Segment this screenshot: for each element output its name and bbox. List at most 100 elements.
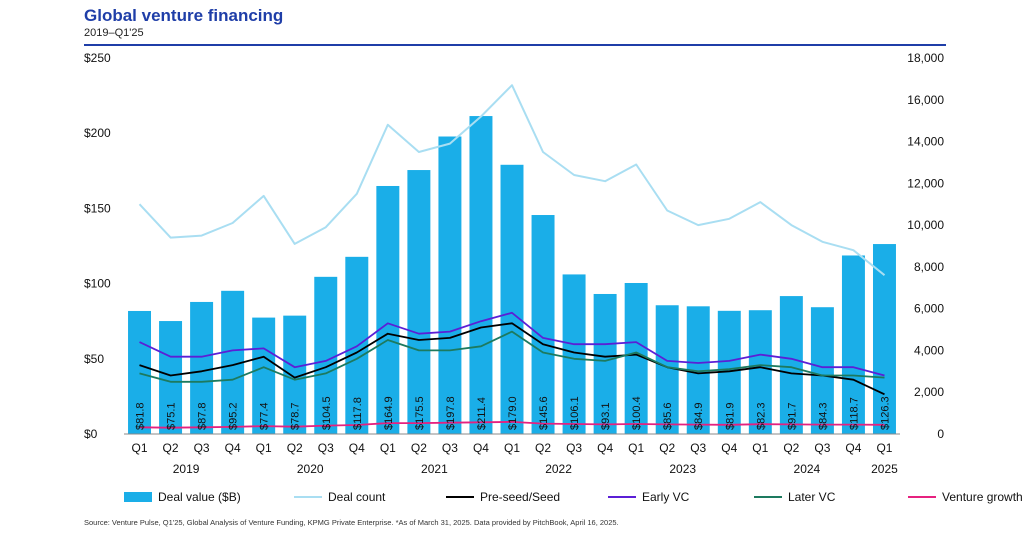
deal-value-bar xyxy=(159,321,183,434)
legend-label: Venture growth xyxy=(942,490,1023,504)
x-year-label: 2020 xyxy=(297,462,324,476)
x-tick-label: Q2 xyxy=(163,441,179,455)
venture-growth-line xyxy=(139,420,885,429)
bar-value-labels: $81.8 $75.1 $87.8 $95.2 $77.4 $78.7 $104.5 $117… xyxy=(135,396,892,430)
deal-value-bar xyxy=(841,255,865,434)
right-tick-label: 12,000 xyxy=(907,176,944,190)
bar-value-label: $81.8 xyxy=(135,402,147,430)
legend-label: Deal count xyxy=(328,490,386,504)
legend-label: Pre-seed/Seed xyxy=(480,490,561,504)
deal-value-bar xyxy=(469,116,493,435)
legend-item-pre-seed: Pre-seed/Seed xyxy=(446,490,560,504)
right-tick-label: 16,000 xyxy=(907,93,944,107)
deal-value-bar xyxy=(283,315,307,434)
deal-value-bar xyxy=(314,276,338,434)
x-tick-label: Q2 xyxy=(535,441,551,455)
deal-value-bar xyxy=(593,293,617,434)
bar-value-label: $93.1 xyxy=(600,402,612,430)
x-tick-label: Q1 xyxy=(628,441,644,455)
bar-value-label: $85.6 xyxy=(662,402,674,430)
legend-swatch xyxy=(446,496,474,498)
x-tick-label: Q4 xyxy=(721,441,737,455)
bar-value-label: $164.9 xyxy=(383,396,395,430)
bar-value-label: $84.9 xyxy=(693,402,705,430)
bar-value-label: $117.8 xyxy=(352,397,364,430)
x-year-label: 2023 xyxy=(669,462,696,476)
x-tick-label: Q3 xyxy=(690,441,706,455)
x-year-label: 2021 xyxy=(421,462,448,476)
right-axis: 0 2,000 4,000 6,000 8,000 10,000 12,000 14,000 1… xyxy=(907,51,944,441)
chart-title: Global venture financing xyxy=(84,6,284,25)
legend-item-deal-value: Deal value ($B) xyxy=(124,490,241,504)
left-axis: $0 $50 $100 $150 $200 $250 xyxy=(84,51,111,441)
deal-value-bar xyxy=(562,274,586,434)
left-tick-label: $0 xyxy=(84,427,98,441)
left-tick-label: $250 xyxy=(84,51,111,65)
x-tick-label: Q4 xyxy=(845,441,861,455)
x-tick-label: Q3 xyxy=(814,441,830,455)
bar-value-label: $87.8 xyxy=(197,402,209,430)
x-tick-label: Q3 xyxy=(318,441,334,455)
bar-value-label: $118.7 xyxy=(848,397,860,430)
x-tick-label: Q2 xyxy=(411,441,427,455)
x-tick-label: Q1 xyxy=(876,441,892,455)
deal-value-bar xyxy=(190,301,214,434)
legend-swatch xyxy=(754,496,782,498)
left-tick-label: $100 xyxy=(84,277,111,291)
deal-value-bar xyxy=(779,296,803,434)
deal-value-bar xyxy=(128,310,152,434)
legend-item-venture-growth: Venture growth xyxy=(908,490,1023,504)
right-tick-label: 2,000 xyxy=(914,385,944,399)
legend-label: Deal value ($B) xyxy=(158,490,241,504)
bar-value-label: $106.1 xyxy=(569,396,581,430)
x-tick-label: Q3 xyxy=(442,441,458,455)
chart-subtitle: 2019–Q1'25 xyxy=(84,27,144,39)
x-year-label: 2019 xyxy=(173,462,200,476)
chart-legend: Deal value ($B) Deal count Pre-seed/Seed Ea… xyxy=(124,490,1023,506)
pre-seed-line xyxy=(139,322,885,396)
bar-value-label: $75.1 xyxy=(166,402,178,430)
bar-value-label: $179.0 xyxy=(507,396,519,430)
deal-value-bar xyxy=(500,164,524,434)
x-tick-label: Q4 xyxy=(473,441,489,455)
x-tick-label: Q2 xyxy=(783,441,799,455)
bar-value-label: $95.2 xyxy=(228,402,240,430)
left-tick-label: $200 xyxy=(84,126,111,140)
deal-value-bar xyxy=(252,317,276,434)
bar-value-label: $145.6 xyxy=(538,396,550,430)
x-tick-label: Q4 xyxy=(597,441,613,455)
right-tick-label: 10,000 xyxy=(907,218,944,232)
bar-value-label: $78.7 xyxy=(290,402,302,430)
x-year-label: 2025 xyxy=(871,462,898,476)
x-tick-label: Q4 xyxy=(349,441,365,455)
x-tick-label: Q1 xyxy=(752,441,768,455)
legend-label: Early VC xyxy=(642,490,690,504)
right-tick-label: 18,000 xyxy=(907,51,944,65)
deal-value-bars xyxy=(128,116,896,435)
source-footnote: Source: Venture Pulse, Q1'25, Global Ana… xyxy=(84,518,619,527)
deal-value-bar xyxy=(624,282,648,434)
legend-item-early-vc: Early VC xyxy=(608,490,689,504)
deal-value-bar xyxy=(686,306,710,434)
deal-value-bar xyxy=(748,310,772,434)
right-tick-label: 8,000 xyxy=(914,260,944,274)
bar-value-label: $211.4 xyxy=(476,397,488,430)
x-tick-label: Q2 xyxy=(287,441,303,455)
x-axis: Q1 Q2 Q3 Q4 Q1 Q2 Q3 Q4 Q1 Q2 Q3 Q4 Q1 Q2 Q3 Q4 Q1 Q2 Q3 Q4… xyxy=(124,433,900,476)
early-vc-line xyxy=(139,311,885,377)
x-tick-label: Q2 xyxy=(659,441,675,455)
series-lines xyxy=(138,84,886,429)
x-tick-label: Q1 xyxy=(504,441,520,455)
title-rule xyxy=(84,44,946,46)
x-tick-label: Q1 xyxy=(380,441,396,455)
bar-value-label: $100.4 xyxy=(631,396,643,430)
bar-value-label: $91.7 xyxy=(786,402,798,430)
deal-value-bar xyxy=(872,244,896,434)
bar-value-label: $104.5 xyxy=(321,396,333,430)
x-tick-label: Q4 xyxy=(225,441,241,455)
deal-value-bar xyxy=(655,305,679,434)
deal-value-bar xyxy=(717,310,741,434)
deal-value-bar xyxy=(376,185,400,434)
x-tick-label: Q1 xyxy=(256,441,272,455)
